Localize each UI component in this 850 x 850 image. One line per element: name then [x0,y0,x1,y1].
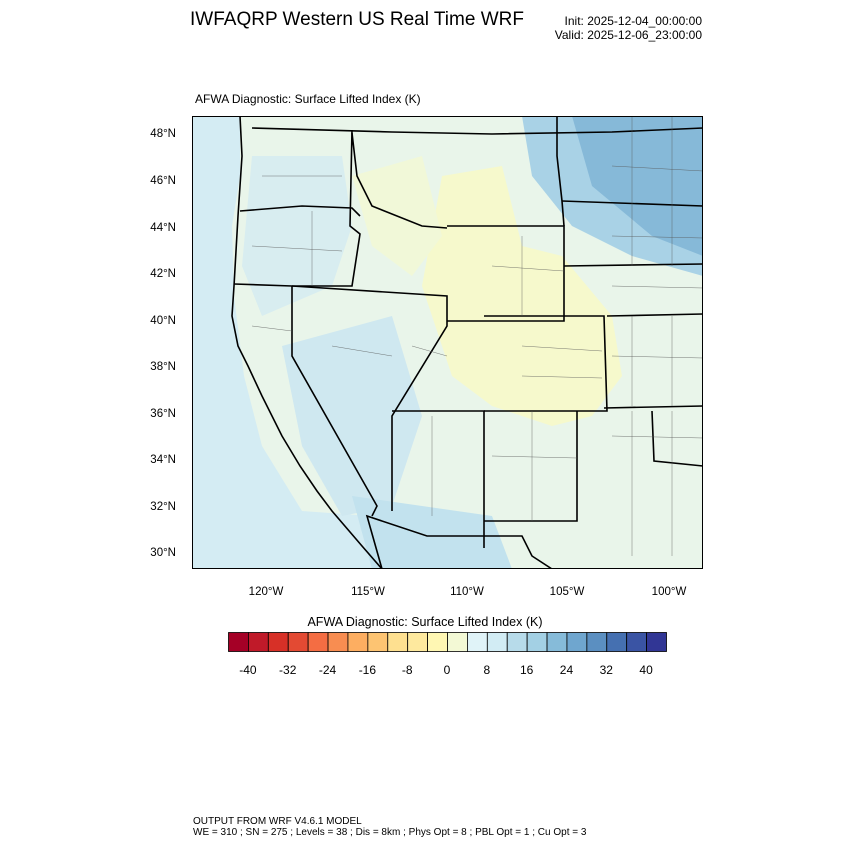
lon-label: 115°W [351,586,385,598]
lon-label: 120°W [248,586,284,598]
lon-label: 100°W [651,586,687,598]
colorbar-box [626,632,647,652]
colorbar-box [228,632,249,652]
lat-label: 32°N [150,501,176,513]
land-fields [232,116,703,569]
county-boundaries [251,116,703,556]
canada-border [251,127,703,135]
colorbar-box [447,632,468,652]
lat-label: 46°N [150,175,176,187]
map-plot [192,116,703,569]
lat-label: 36°N [150,408,176,420]
valid-time: Valid: 2025-12-06_23:00:00 [554,28,702,42]
colorbar-box [407,632,428,652]
footer-model: OUTPUT FROM WRF V4.6.1 MODEL [193,816,362,827]
coastline [231,116,383,569]
colorbar-tick-label: -40 [239,663,257,677]
colorbar-box [387,632,409,652]
colorbar-tick-label: 40 [639,663,653,677]
colorbar-box [467,632,488,652]
lat-label: 48°N [150,128,176,140]
page-title: IWFAQRP Western US Real Time WRF [190,9,524,30]
colorbar-box [566,632,588,652]
colorbar-box [287,632,309,652]
colorbar-tick-label: 8 [483,663,491,677]
lat-label: 34°N [150,454,176,466]
time-info: Init: 2025-12-04_00:00:00 Valid: 2025-12… [555,14,702,42]
colorbar-box [427,632,448,652]
lat-label: 40°N [150,315,176,327]
colorbar-box [248,632,269,652]
lat-label: 44°N [150,222,176,234]
lat-label: 30°N [150,547,176,559]
colorbar-tick-label: -24 [318,663,337,677]
lat-label: 38°N [150,361,176,373]
colorbar-tick-label: -8 [401,663,413,677]
plot-subtitle: AFWA Diagnostic: Surface Lifted Index (K… [195,92,421,106]
colorbar-tick-label: 16 [519,663,534,677]
colorbar-box [506,632,528,652]
colorbar-tick-label: 32 [599,663,613,677]
colorbar-box [307,632,329,652]
lat-label: 42°N [150,268,176,280]
lon-label: 105°W [549,586,585,598]
colorbar-box [606,632,628,652]
lon-label: 110°W [450,586,484,598]
colorbar-box [546,632,568,652]
colorbar-tick-label: 0 [443,663,451,677]
colorbar-box [586,632,608,652]
colorbar-tick-label: -32 [279,663,297,677]
colorbar [228,632,667,652]
footer-config: WE = 310 ; SN = 275 ; Levels = 38 ; Dis … [193,827,587,838]
init-time: Init: 2025-12-04_00:00:00 [564,14,702,28]
colorbar-box [347,632,369,652]
colorbar-box [646,632,667,652]
colorbar-tick-label: 24 [559,663,574,677]
plot-frame [192,116,703,569]
colorbar-box [526,632,548,652]
colorbar-box [367,632,389,652]
state-boundaries [231,116,703,569]
colorbar-title: AFWA Diagnostic: Surface Lifted Index (K… [307,615,543,629]
colorbar-tick-label: -16 [358,663,377,677]
colorbar-box [486,632,508,652]
colorbar-box [327,632,349,652]
colorbar-box [267,632,289,652]
